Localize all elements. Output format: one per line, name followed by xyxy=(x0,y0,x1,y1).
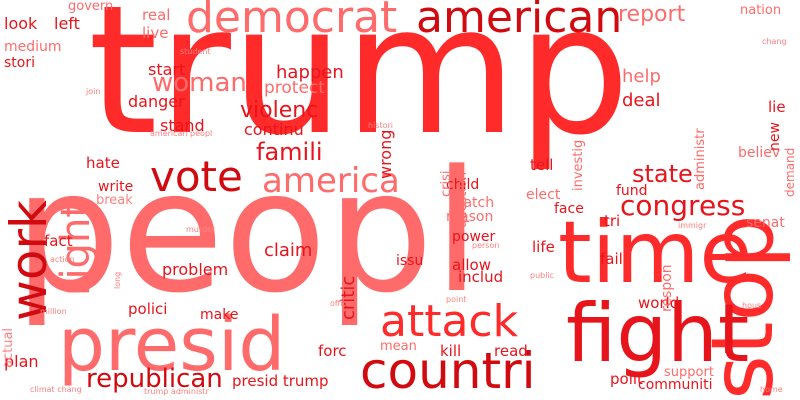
word-claim: claim xyxy=(264,240,313,261)
word-problem: problem xyxy=(162,260,229,279)
word-polit: polit xyxy=(610,370,643,388)
word-includ: includ xyxy=(458,268,504,286)
word-issu: issu xyxy=(396,253,424,269)
word-presid-trump: presid trump xyxy=(232,372,329,390)
word-fact: fact xyxy=(44,232,73,250)
word-person: person xyxy=(472,241,500,250)
word-write: write xyxy=(98,179,134,195)
word-public: public xyxy=(530,271,555,280)
word-help: help xyxy=(622,66,661,87)
word-democrat: democrat xyxy=(186,0,398,43)
word-point: point xyxy=(446,295,467,304)
word-continu: continu xyxy=(244,120,304,139)
word-tell: tell xyxy=(530,156,554,174)
word-communiti: communiti xyxy=(638,377,713,393)
word-murder: murder xyxy=(186,225,216,234)
word-read: read xyxy=(494,342,528,360)
word-deal: deal xyxy=(622,90,661,111)
word-home: home xyxy=(760,385,783,394)
word-fail: fail xyxy=(600,250,623,268)
word-tri: tri xyxy=(604,212,621,230)
word-face: face xyxy=(554,201,584,217)
word-question: question xyxy=(455,171,470,228)
word-student: student xyxy=(180,47,211,56)
word-hous: hous xyxy=(742,301,762,310)
word-trump-administr: trump administr xyxy=(144,387,209,396)
word-happen: happen xyxy=(276,62,344,83)
word-presid: presid xyxy=(58,302,286,388)
word-offic: offic xyxy=(330,299,348,308)
word-make: make xyxy=(200,307,239,323)
word-stand: stand xyxy=(160,116,205,135)
word-look: look xyxy=(4,14,38,33)
word-peopl: peopl xyxy=(14,134,481,330)
word-stori: stori xyxy=(4,55,35,71)
word-fund: fund xyxy=(616,183,648,199)
word-nation: nation xyxy=(740,3,782,18)
word-start: start xyxy=(148,60,186,79)
word-allow: allow xyxy=(452,256,491,274)
word-state: state xyxy=(632,160,693,188)
word-world: world xyxy=(638,294,680,312)
word-america: america xyxy=(262,161,400,201)
word-new: new xyxy=(767,122,783,151)
word-life: life xyxy=(532,238,555,256)
word-woman: woman xyxy=(152,68,247,98)
word-violenc: violenc xyxy=(240,98,319,123)
word-child: child xyxy=(446,177,480,193)
word-work: work xyxy=(0,200,58,321)
word-demand: demand xyxy=(783,147,797,197)
word-actual: actual xyxy=(1,327,16,368)
word-hate: hate xyxy=(86,154,120,172)
word-trump: trump xyxy=(88,0,631,174)
word-million: million xyxy=(40,307,67,316)
word-investig: investig xyxy=(571,139,586,191)
word-mean: mean xyxy=(380,339,417,354)
word-govern: govern xyxy=(68,0,114,14)
word-elect: elect xyxy=(526,187,561,203)
word-wrong: wrong xyxy=(376,129,395,179)
word-forc: forc xyxy=(318,342,347,360)
word-crisi: crisi xyxy=(439,170,454,198)
word-join: join xyxy=(86,87,101,96)
word-believ: believ xyxy=(738,145,781,161)
word-lie: lie xyxy=(768,98,786,116)
word-danger: danger xyxy=(128,92,185,111)
word-immigr: immigr xyxy=(678,221,707,230)
word-vote: vote xyxy=(150,152,243,201)
word-live: live xyxy=(142,24,169,42)
word-republican: republican xyxy=(86,364,223,394)
word-support: support xyxy=(664,365,714,380)
word-countri: countri xyxy=(360,342,536,400)
word-famili: famili xyxy=(256,138,323,166)
word-power: power xyxy=(452,229,496,245)
word-senat: senat xyxy=(746,215,785,231)
word-administr: administr xyxy=(693,128,708,190)
word-american-peopl: american peopl xyxy=(150,129,213,138)
word-protect: protect xyxy=(264,78,325,98)
word-chang: chang xyxy=(762,37,787,46)
word-watch: watch xyxy=(452,195,495,211)
word-critic: critic xyxy=(338,275,359,320)
word-break: break xyxy=(96,193,133,208)
word-climat-chang: climat chang xyxy=(30,385,82,394)
word-histori: histori xyxy=(368,121,394,130)
word-medium: medium xyxy=(4,39,62,55)
word-report: report xyxy=(618,2,686,27)
word-fight: fight xyxy=(566,287,750,380)
word-attack: attack xyxy=(380,296,519,347)
word-reason: reason xyxy=(446,209,494,225)
word-action: action xyxy=(50,255,75,264)
word-time: time xyxy=(558,203,753,303)
word-respon: respon xyxy=(659,264,675,312)
word-american: american xyxy=(416,0,623,43)
word-real: real xyxy=(142,6,171,24)
word-long: long xyxy=(113,271,122,289)
word-left: left xyxy=(54,14,80,33)
word-plan: plan xyxy=(4,352,39,371)
word-congress: congress xyxy=(620,189,746,222)
word-polici: polici xyxy=(128,300,168,318)
word-kill: kill xyxy=(440,342,462,360)
